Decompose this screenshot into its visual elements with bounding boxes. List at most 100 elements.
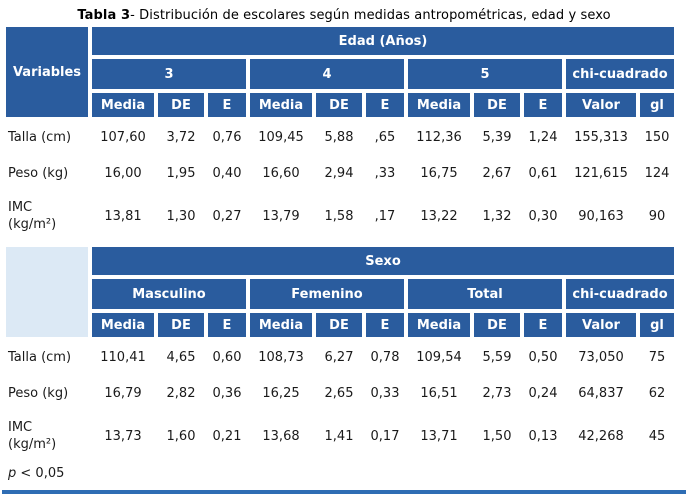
data-cell: 0,24: [528, 385, 558, 401]
row-label-peso: Peso (kg): [8, 165, 69, 181]
group-header-femenino: Femenino: [250, 279, 404, 309]
data-cell: 2,65: [324, 385, 354, 401]
data-cell: 0,50: [528, 349, 558, 365]
data-cell: 16,75: [420, 165, 458, 181]
table-row: Talla (cm) 110,41 4,65 0,60 108,73 6,27 …: [6, 341, 674, 373]
data-cell: 2,67: [482, 165, 512, 181]
data-cell: 13,71: [420, 428, 458, 444]
group-header-age-4: 4: [250, 59, 404, 89]
data-cell: 1,24: [528, 129, 558, 145]
data-cell: 1,50: [482, 428, 512, 444]
data-cell: 16,60: [262, 165, 300, 181]
group-header-total: Total: [408, 279, 562, 309]
subheader-media: Media: [250, 313, 312, 337]
data-cell: 1,30: [166, 208, 196, 224]
subheader-de: DE: [158, 313, 204, 337]
row-label-line1: IMC: [8, 200, 33, 215]
subheader-media: Media: [408, 313, 470, 337]
data-cell: 109,54: [416, 349, 462, 365]
group-header-age-5: 5: [408, 59, 562, 89]
data-cell: 2,94: [324, 165, 354, 181]
data-cell: 1,58: [324, 208, 354, 224]
table-row: IMC (kg/m²) 13,81 1,30 0,27 13,79 1,58 ,…: [6, 193, 674, 239]
edad-table: Variables Edad (Años) 3 4 5 chi-cuadrado…: [2, 23, 678, 243]
subheader-de: DE: [474, 313, 520, 337]
data-cell: 13,73: [104, 428, 142, 444]
data-cell: 13,79: [262, 208, 300, 224]
data-cell: 150: [644, 129, 670, 145]
group-header-chi-cuadrado: chi-cuadrado: [566, 59, 674, 89]
data-cell: 109,45: [258, 129, 304, 145]
data-cell: 16,25: [262, 385, 300, 401]
subheader-valor: Valor: [566, 313, 636, 337]
data-cell: 1,32: [482, 208, 512, 224]
subheader-e: E: [524, 93, 562, 117]
row-label-imc: IMC (kg/m²): [6, 193, 88, 239]
data-cell: 0,13: [528, 428, 558, 444]
table-row: Peso (kg) 16,00 1,95 0,40 16,60 2,94 ,33…: [6, 157, 674, 189]
significance-footnote: p < 0,05: [6, 463, 88, 483]
footnote-p: p: [8, 465, 17, 481]
data-cell: 62: [648, 385, 666, 401]
subheader-gl: gl: [640, 313, 674, 337]
data-cell: ,17: [374, 208, 396, 224]
data-cell: 73,050: [578, 349, 624, 365]
subheader-valor: Valor: [566, 93, 636, 117]
subheader-e: E: [366, 313, 404, 337]
data-cell: 0,21: [212, 428, 242, 444]
data-cell: 64,837: [578, 385, 624, 401]
data-cell: 0,36: [212, 385, 242, 401]
table-title-text: - Distribución de escolares según medida…: [130, 8, 611, 23]
row-label-line2: (kg/m²): [8, 217, 57, 232]
data-cell: 90,163: [578, 208, 624, 224]
empty-corner-cell: [6, 247, 88, 337]
data-cell: 16,79: [104, 385, 142, 401]
data-cell: 112,36: [416, 129, 462, 145]
data-cell: 3,72: [166, 129, 196, 145]
data-cell: 5,39: [482, 129, 512, 145]
group-header-chi-cuadrado: chi-cuadrado: [566, 279, 674, 309]
data-cell: 5,88: [324, 129, 354, 145]
subheader-media: Media: [92, 313, 154, 337]
row-label-imc: IMC (kg/m²): [6, 413, 88, 459]
data-cell: 110,41: [100, 349, 146, 365]
table-title-number: Tabla 3: [77, 8, 131, 23]
subheader-de: DE: [158, 93, 204, 117]
group-header-age-3: 3: [92, 59, 246, 89]
data-cell: 1,41: [324, 428, 354, 444]
data-cell: 90: [648, 208, 666, 224]
data-cell: 2,73: [482, 385, 512, 401]
data-cell: 121,615: [574, 165, 628, 181]
edad-banner-header: Edad (Años): [92, 27, 674, 55]
footnote-value: < 0,05: [16, 465, 65, 481]
data-cell: 2,82: [166, 385, 196, 401]
table-row: Peso (kg) 16,79 2,82 0,36 16,25 2,65 0,3…: [6, 377, 674, 409]
data-cell: 13,81: [104, 208, 142, 224]
group-header-masculino: Masculino: [92, 279, 246, 309]
table-row: IMC (kg/m²) 13,73 1,60 0,21 13,68 1,41 0…: [6, 413, 674, 459]
row-label-line1: IMC: [8, 420, 33, 435]
subheader-de: DE: [316, 313, 362, 337]
sexo-banner-header: Sexo: [92, 247, 674, 275]
data-cell: 16,00: [104, 165, 142, 181]
data-cell: 75: [648, 349, 666, 365]
table-row: Talla (cm) 107,60 3,72 0,76 109,45 5,88 …: [6, 121, 674, 153]
data-cell: 16,51: [420, 385, 458, 401]
data-cell: 107,60: [100, 129, 146, 145]
subheader-e: E: [208, 313, 246, 337]
data-cell: 0,30: [528, 208, 558, 224]
empty-cell: [92, 463, 674, 483]
subheader-gl: gl: [640, 93, 674, 117]
subheader-de: DE: [316, 93, 362, 117]
data-cell: 108,73: [258, 349, 304, 365]
data-cell: 0,40: [212, 165, 242, 181]
data-cell: 42,268: [578, 428, 624, 444]
row-label-line2: (kg/m²): [8, 437, 57, 452]
subheader-media: Media: [92, 93, 154, 117]
data-cell: ,33: [374, 165, 396, 181]
subheader-media: Media: [250, 93, 312, 117]
sexo-table: Sexo Masculino Femenino Total chi-cuadra…: [2, 243, 678, 487]
data-cell: 0,60: [212, 349, 242, 365]
data-cell: 13,68: [262, 428, 300, 444]
data-cell: 5,59: [482, 349, 512, 365]
